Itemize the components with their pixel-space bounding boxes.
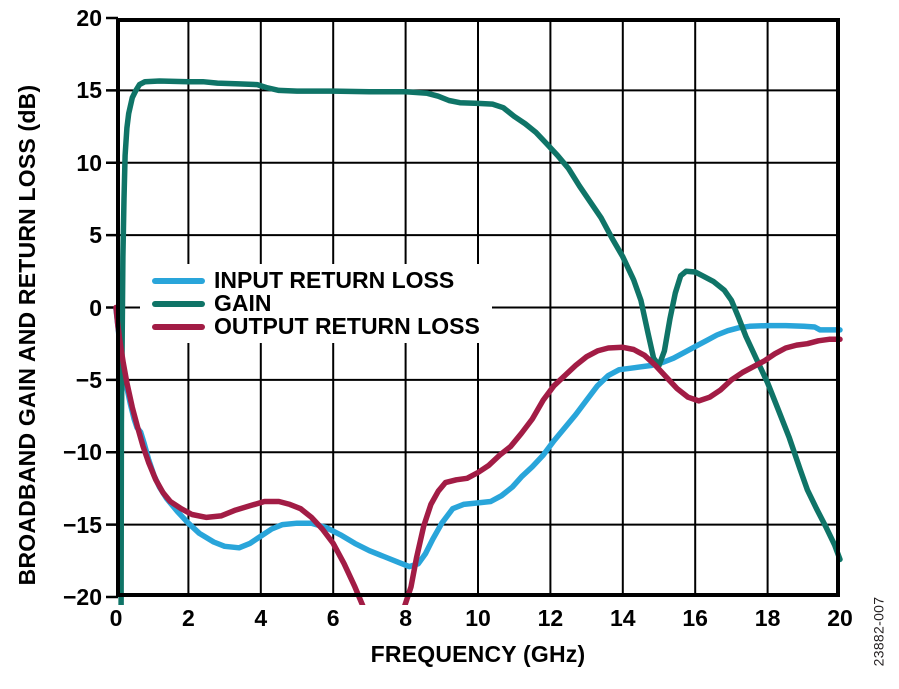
- x-tick-label: 4: [254, 605, 268, 631]
- series-line-gain: [118, 78, 843, 605]
- y-tick-label: −10: [62, 439, 102, 466]
- series-line-output-return-loss: [113, 304, 843, 605]
- x-tick-label: 0: [109, 605, 123, 631]
- x-tick-label: 8: [399, 605, 412, 631]
- x-tick-label: 14: [610, 605, 636, 631]
- y-tick-label: 0: [89, 294, 102, 321]
- y-tick-label: −5: [75, 366, 102, 393]
- legend-label-output-return-loss: OUTPUT RETURN LOSS: [214, 313, 480, 339]
- x-tick-label: 12: [537, 605, 564, 631]
- y-tick-label: −20: [62, 584, 102, 610]
- y-tick-label: 15: [76, 77, 102, 104]
- legend-swatch-gain: [152, 300, 205, 307]
- legend: INPUT RETURN LOSS GAIN OUTPUT RETURN LOS…: [140, 264, 492, 343]
- x-tick-label: 10: [465, 605, 491, 631]
- x-tick-label: 6: [326, 605, 340, 631]
- plot-border: [116, 18, 840, 597]
- x-axis-title: FREQUENCY (GHz): [370, 641, 586, 667]
- x-tick-label: 18: [754, 605, 781, 631]
- y-tick-label: 10: [76, 149, 102, 176]
- plot-area: [106, 16, 843, 605]
- legend-swatch-output-return-loss: [152, 323, 205, 330]
- legend-item-output-return-loss: OUTPUT RETURN LOSS: [152, 315, 480, 338]
- y-tick-label: 5: [89, 222, 102, 249]
- legend-swatch-input-return-loss: [152, 277, 205, 284]
- figure-number: 23882-007: [870, 596, 887, 667]
- legend-item-gain: GAIN: [152, 292, 480, 315]
- legend-label-gain: GAIN: [214, 290, 272, 316]
- y-tick-label: 20: [76, 5, 102, 31]
- x-tick-label: 16: [682, 605, 708, 631]
- y-tick-label: −15: [62, 511, 102, 538]
- legend-item-input-return-loss: INPUT RETURN LOSS: [152, 269, 480, 292]
- y-axis-title: BROADBAND GAIN AND RETURN LOSS (dB): [14, 84, 40, 586]
- legend-label-input-return-loss: INPUT RETURN LOSS: [214, 267, 455, 293]
- x-tick-label: 2: [181, 605, 195, 631]
- x-tick-label: 20: [827, 605, 853, 631]
